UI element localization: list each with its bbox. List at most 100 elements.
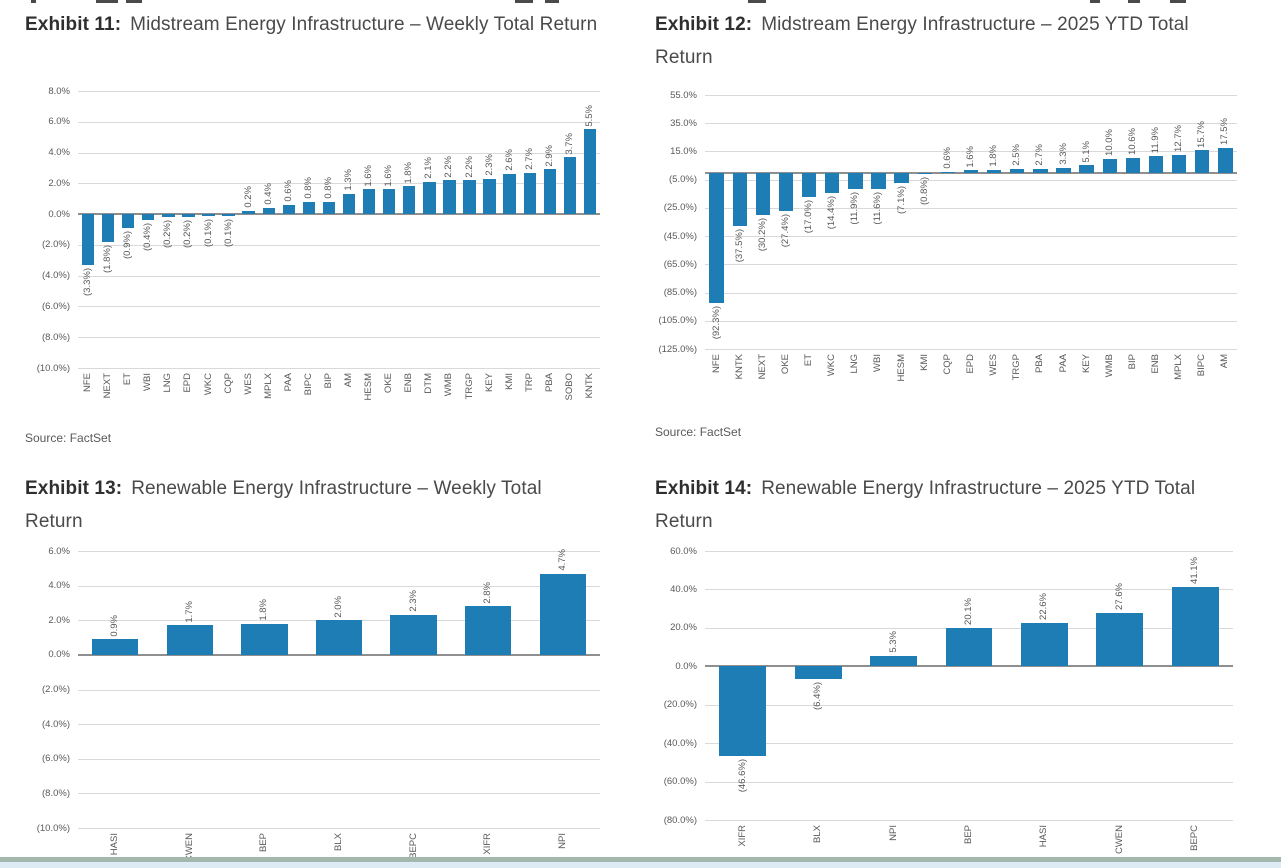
bar-value-label: (11.9%): [849, 192, 861, 225]
bar-value-label: 0.4%: [262, 183, 274, 205]
x-tick-label: NEXT: [756, 354, 768, 380]
bar-value-label: 2.2%: [463, 155, 475, 178]
exhibit-12-title: Exhibit 12: Midstream Energy Infrastructu…: [655, 8, 1230, 74]
y-tick-label: (2.0%): [42, 684, 70, 695]
bar-value-label: 3.7%: [563, 132, 575, 155]
bar-BEPC: [390, 615, 437, 655]
bar-TRP: [523, 172, 536, 215]
bar-value-label: (17.0%): [803, 199, 815, 233]
bar-BEPC: [1171, 587, 1219, 667]
x-tick-label: TRGP: [1011, 354, 1023, 381]
bar-value-label: 0.9%: [109, 614, 121, 637]
x-tick-label: XIFR: [482, 833, 494, 855]
x-tick-label: NFE: [82, 373, 94, 392]
x-tick-label: PBA: [543, 373, 555, 393]
x-tick-label: LNG: [162, 373, 174, 393]
x-tick-label: ET: [122, 373, 134, 386]
bar-LNG: [848, 172, 863, 190]
bar-value-label: (0.2%): [162, 220, 174, 249]
x-tick-label: SOBO: [563, 373, 575, 401]
y-tick-label: 0.0%: [675, 660, 697, 672]
bar-value-label: (6.4%): [812, 681, 824, 710]
bar-value-label: 2.3%: [483, 154, 495, 176]
bar-value-label: (46.6%): [736, 758, 748, 793]
bar-value-label: 1.8%: [403, 161, 415, 184]
bar-value-label: 1.7%: [183, 600, 195, 623]
y-tick-label: (60.0%): [663, 776, 697, 788]
bar-HESM: [894, 172, 909, 183]
bar-BIPC: [1195, 150, 1210, 173]
bar-OKE: [778, 172, 794, 212]
bar-value-label: 12.7%: [1173, 124, 1185, 152]
bar-value-label: (30.2%): [756, 218, 768, 252]
y-tick-label: (105.0%): [658, 315, 697, 327]
bar-BIP: [1125, 157, 1141, 173]
bar-value-label: 20.1%: [963, 597, 974, 625]
footer-divider-strip: [0, 857, 1281, 862]
gridline: [78, 724, 600, 725]
y-tick-label: 4.0%: [48, 147, 70, 159]
zero-axis-line: [78, 654, 600, 656]
bar-value-label: 0.8%: [302, 177, 314, 199]
exhibit-13-title: Exhibit 13: Renewable Energy Infrastructu…: [25, 472, 600, 538]
bar-WBI: [871, 172, 886, 189]
bar-NFE: [709, 172, 724, 303]
x-tick-label: BIP: [1126, 354, 1138, 370]
bar-value-label: 1.6%: [363, 164, 375, 187]
exhibit-11-label: Exhibit 11:: [25, 14, 122, 35]
gridline: [705, 180, 1237, 181]
exhibit-12-label: Exhibit 12:: [655, 14, 753, 35]
bar-NEXT: [755, 172, 770, 216]
y-tick-label: (85.0%): [663, 287, 697, 299]
gridline: [705, 349, 1237, 350]
bar-AM: [1218, 147, 1233, 173]
bar-PBA: [543, 169, 557, 215]
bar-value-label: (0.9%): [122, 230, 134, 259]
x-tick-label: AM: [343, 373, 355, 388]
x-tick-label: CQP: [222, 373, 234, 394]
y-tick-label: (8.0%): [42, 331, 70, 343]
gridline: [705, 820, 1233, 821]
bar-MPLX: [262, 207, 275, 215]
exhibit-14-panel: Exhibit 14: Renewable Energy Infrastructu…: [655, 472, 1255, 868]
gridline: [78, 91, 600, 92]
x-tick-label: BIPC: [302, 373, 314, 396]
bar-value-label: 15.7%: [1196, 120, 1208, 148]
gridline: [78, 276, 600, 277]
bar-KMI: [917, 172, 932, 174]
gridline: [705, 236, 1237, 237]
x-tick-label: WMB: [443, 373, 455, 397]
bar-TRGP: [463, 180, 476, 215]
x-tick-label: WKC: [202, 373, 214, 396]
y-tick-label: (4.0%): [42, 270, 70, 282]
bar-DTM: [423, 181, 436, 215]
bar-value-label: 2.3%: [407, 590, 419, 613]
bar-KNTK: [732, 172, 747, 226]
gridline: [705, 321, 1237, 322]
x-tick-label: TRGP: [463, 373, 475, 400]
gridline: [78, 183, 600, 184]
x-tick-label: KEY: [483, 373, 495, 393]
bar-CQP: [940, 171, 956, 173]
gridline: [705, 782, 1233, 783]
bar-value-label: (0.8%): [918, 176, 930, 205]
bar-CWEN: [166, 625, 213, 655]
bar-WES: [242, 211, 255, 215]
gridline: [78, 759, 600, 760]
bar-WKC: [825, 172, 840, 193]
bar-value-label: 1.6%: [383, 164, 395, 187]
bar-PBA: [1033, 168, 1048, 173]
bar-value-label: (0.2%): [182, 220, 194, 249]
bar-NPI: [539, 573, 586, 655]
x-tick-label: MPLX: [262, 373, 274, 399]
x-tick-label: LNG: [849, 354, 861, 374]
y-tick-label: 0.0%: [48, 208, 70, 220]
exhibit-13-label: Exhibit 13:: [25, 478, 123, 499]
exhibit-13-panel: Exhibit 13: Renewable Energy Infrastructu…: [25, 472, 620, 868]
x-tick-label: BEP: [258, 833, 270, 853]
y-tick-label: 15.0%: [670, 145, 697, 157]
bar-XIFR: [465, 606, 512, 655]
bar-value-label: (92.3%): [710, 305, 722, 340]
x-tick-label: BEP: [963, 825, 974, 845]
y-tick-label: 2.0%: [48, 614, 70, 626]
